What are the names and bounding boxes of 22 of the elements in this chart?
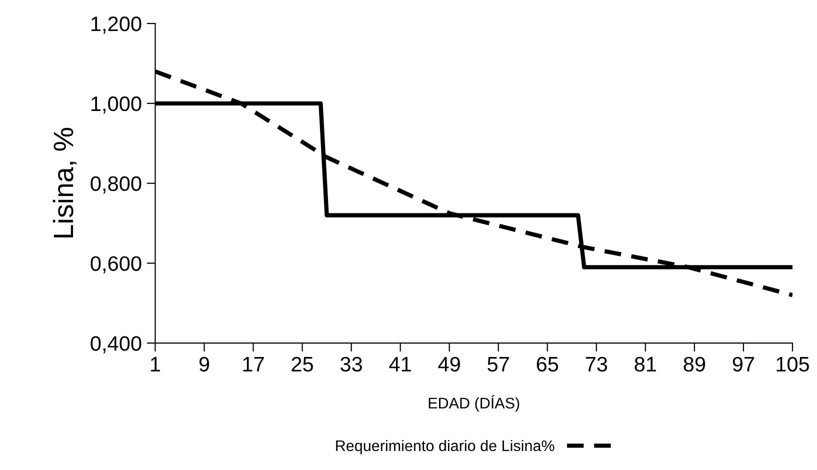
x-tick-label: 73 <box>586 356 608 372</box>
y-tick-label: 0,800 <box>90 176 142 194</box>
x-tick-label: 89 <box>684 356 706 372</box>
legend-label: Requerimiento diario de Lisina% <box>336 440 554 454</box>
y-tick-label: 1,200 <box>91 16 142 34</box>
x-tick-label: 17 <box>243 357 264 372</box>
y-tick-label: 0,600 <box>90 256 142 274</box>
x-tick-label: 49 <box>438 356 460 372</box>
x-axis-title: EDAD (DÍAS) <box>428 395 520 412</box>
x-tick-label: 1 <box>151 357 160 372</box>
y-tick-label: 1,000 <box>91 96 142 114</box>
x-tick-label: 33 <box>340 356 362 372</box>
x-tick-label: 25 <box>292 356 314 372</box>
x-tick-label: 65 <box>536 356 558 372</box>
x-tick-label: 105 <box>776 356 809 372</box>
y-axis-title: Lisina, % <box>52 128 77 238</box>
x-tick-label: 57 <box>488 357 509 372</box>
x-tick-label: 41 <box>389 357 411 372</box>
y-tick-label: 0,400 <box>90 336 142 354</box>
x-tick-label: 9 <box>199 356 210 372</box>
x-tick-label: 81 <box>634 356 656 372</box>
x-tick-label: 97 <box>732 356 754 372</box>
